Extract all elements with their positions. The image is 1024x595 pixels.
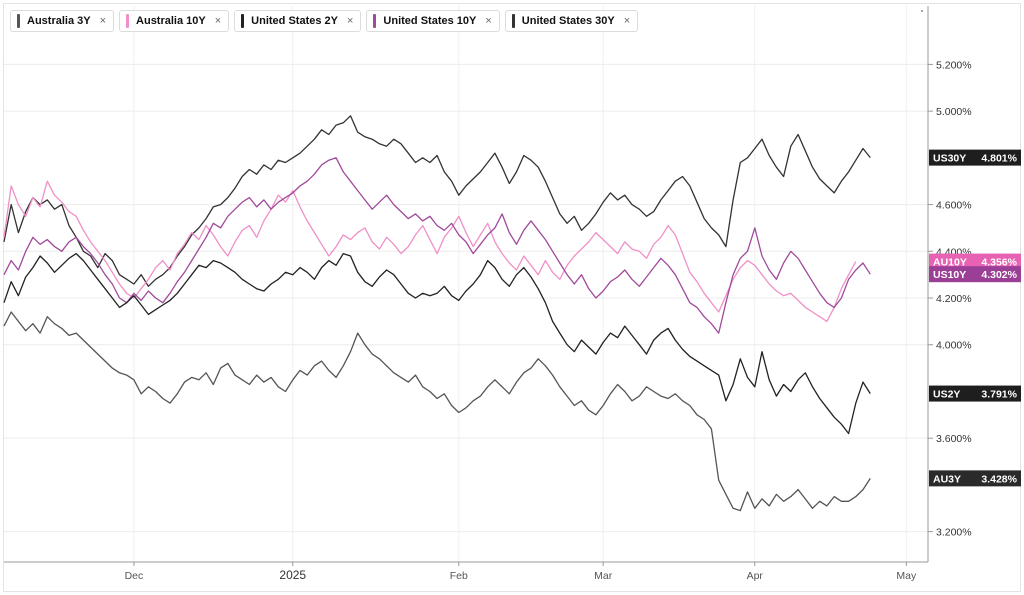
close-icon[interactable]: × bbox=[214, 15, 222, 27]
y-tick-label: 4.600% bbox=[936, 200, 972, 212]
last-value-tag-us2y: US2Y 3.791% bbox=[929, 385, 1021, 402]
legend-color-swatch bbox=[511, 14, 515, 28]
legend-color-swatch bbox=[126, 14, 130, 28]
axis-menu-dot bbox=[921, 10, 923, 12]
legend-chip-united-states-10y[interactable]: United States 10Y × bbox=[366, 10, 500, 32]
legend-chip-australia-3y[interactable]: Australia 3Y × bbox=[10, 10, 115, 32]
legend: Australia 3Y × Australia 10Y × United States… bbox=[10, 10, 639, 34]
series-line-us2y[interactable] bbox=[3, 252, 871, 435]
y-tick-label: 3.600% bbox=[936, 433, 972, 445]
x-tick-label: Feb bbox=[450, 570, 468, 582]
legend-chip-australia-10y[interactable]: Australia 10Y × bbox=[119, 10, 230, 32]
x-tick-label: Mar bbox=[594, 570, 613, 582]
last-value-tag-au3y: AU3Y 3.428% bbox=[929, 470, 1021, 487]
last-value-tag-us10y: US10Y 4.302% bbox=[929, 266, 1021, 283]
legend-color-swatch bbox=[17, 14, 20, 28]
legend-label: Australia 3Y bbox=[27, 15, 91, 27]
tag-last-value: 4.801% bbox=[981, 153, 1017, 165]
x-tick-label: May bbox=[896, 570, 917, 582]
legend-chip-united-states-2y[interactable]: United States 2Y × bbox=[234, 10, 362, 32]
close-icon[interactable]: × bbox=[623, 15, 631, 27]
x-tick-label: 2025 bbox=[279, 568, 306, 582]
legend-color-swatch bbox=[241, 14, 245, 28]
last-value-tag-us30y: US30Y 4.801% bbox=[929, 149, 1021, 166]
x-tick-label: Apr bbox=[747, 570, 764, 582]
close-icon[interactable]: × bbox=[485, 15, 492, 27]
tag-background bbox=[929, 266, 1021, 283]
legend-label: United States 30Y bbox=[521, 15, 615, 27]
tag-background bbox=[929, 470, 1021, 487]
x-tick-label: Dec bbox=[125, 570, 144, 582]
y-tick-label: 5.200% bbox=[936, 59, 972, 71]
close-icon[interactable]: × bbox=[346, 15, 354, 27]
tag-series-label: US10Y bbox=[933, 269, 966, 281]
tag-last-value: 4.356% bbox=[981, 257, 1017, 269]
legend-label: United States 2Y bbox=[251, 15, 338, 27]
legend-chip-united-states-30y[interactable]: United States 30Y × bbox=[504, 10, 639, 32]
tag-background bbox=[929, 385, 1021, 402]
series-line-au3y[interactable] bbox=[3, 311, 871, 512]
tag-series-label: US30Y bbox=[933, 153, 966, 165]
y-tick-label: 4.000% bbox=[936, 340, 972, 352]
tag-last-value: 3.428% bbox=[981, 473, 1017, 485]
series-line-us10y[interactable] bbox=[3, 157, 871, 334]
tag-series-label: AU10Y bbox=[933, 257, 967, 269]
y-tick-label: 3.200% bbox=[936, 527, 972, 539]
legend-color-swatch bbox=[373, 14, 377, 28]
y-tick-label: 5.000% bbox=[936, 106, 972, 118]
y-tick-label: 4.200% bbox=[936, 293, 972, 305]
close-icon[interactable]: × bbox=[99, 15, 107, 27]
tag-last-value: 3.791% bbox=[981, 389, 1017, 401]
series-line-au10y[interactable] bbox=[3, 180, 857, 323]
last-value-tag-au10y: AU10Y 4.356% bbox=[929, 253, 1021, 270]
tag-series-label: AU3Y bbox=[933, 473, 961, 485]
tag-background bbox=[929, 149, 1021, 166]
legend-label: Australia 10Y bbox=[136, 15, 206, 27]
tag-last-value: 4.302% bbox=[981, 269, 1017, 281]
legend-label: United States 10Y bbox=[383, 15, 477, 27]
tag-series-label: US2Y bbox=[933, 389, 960, 401]
series-line-us30y[interactable] bbox=[3, 115, 871, 287]
tag-background bbox=[929, 253, 1021, 270]
